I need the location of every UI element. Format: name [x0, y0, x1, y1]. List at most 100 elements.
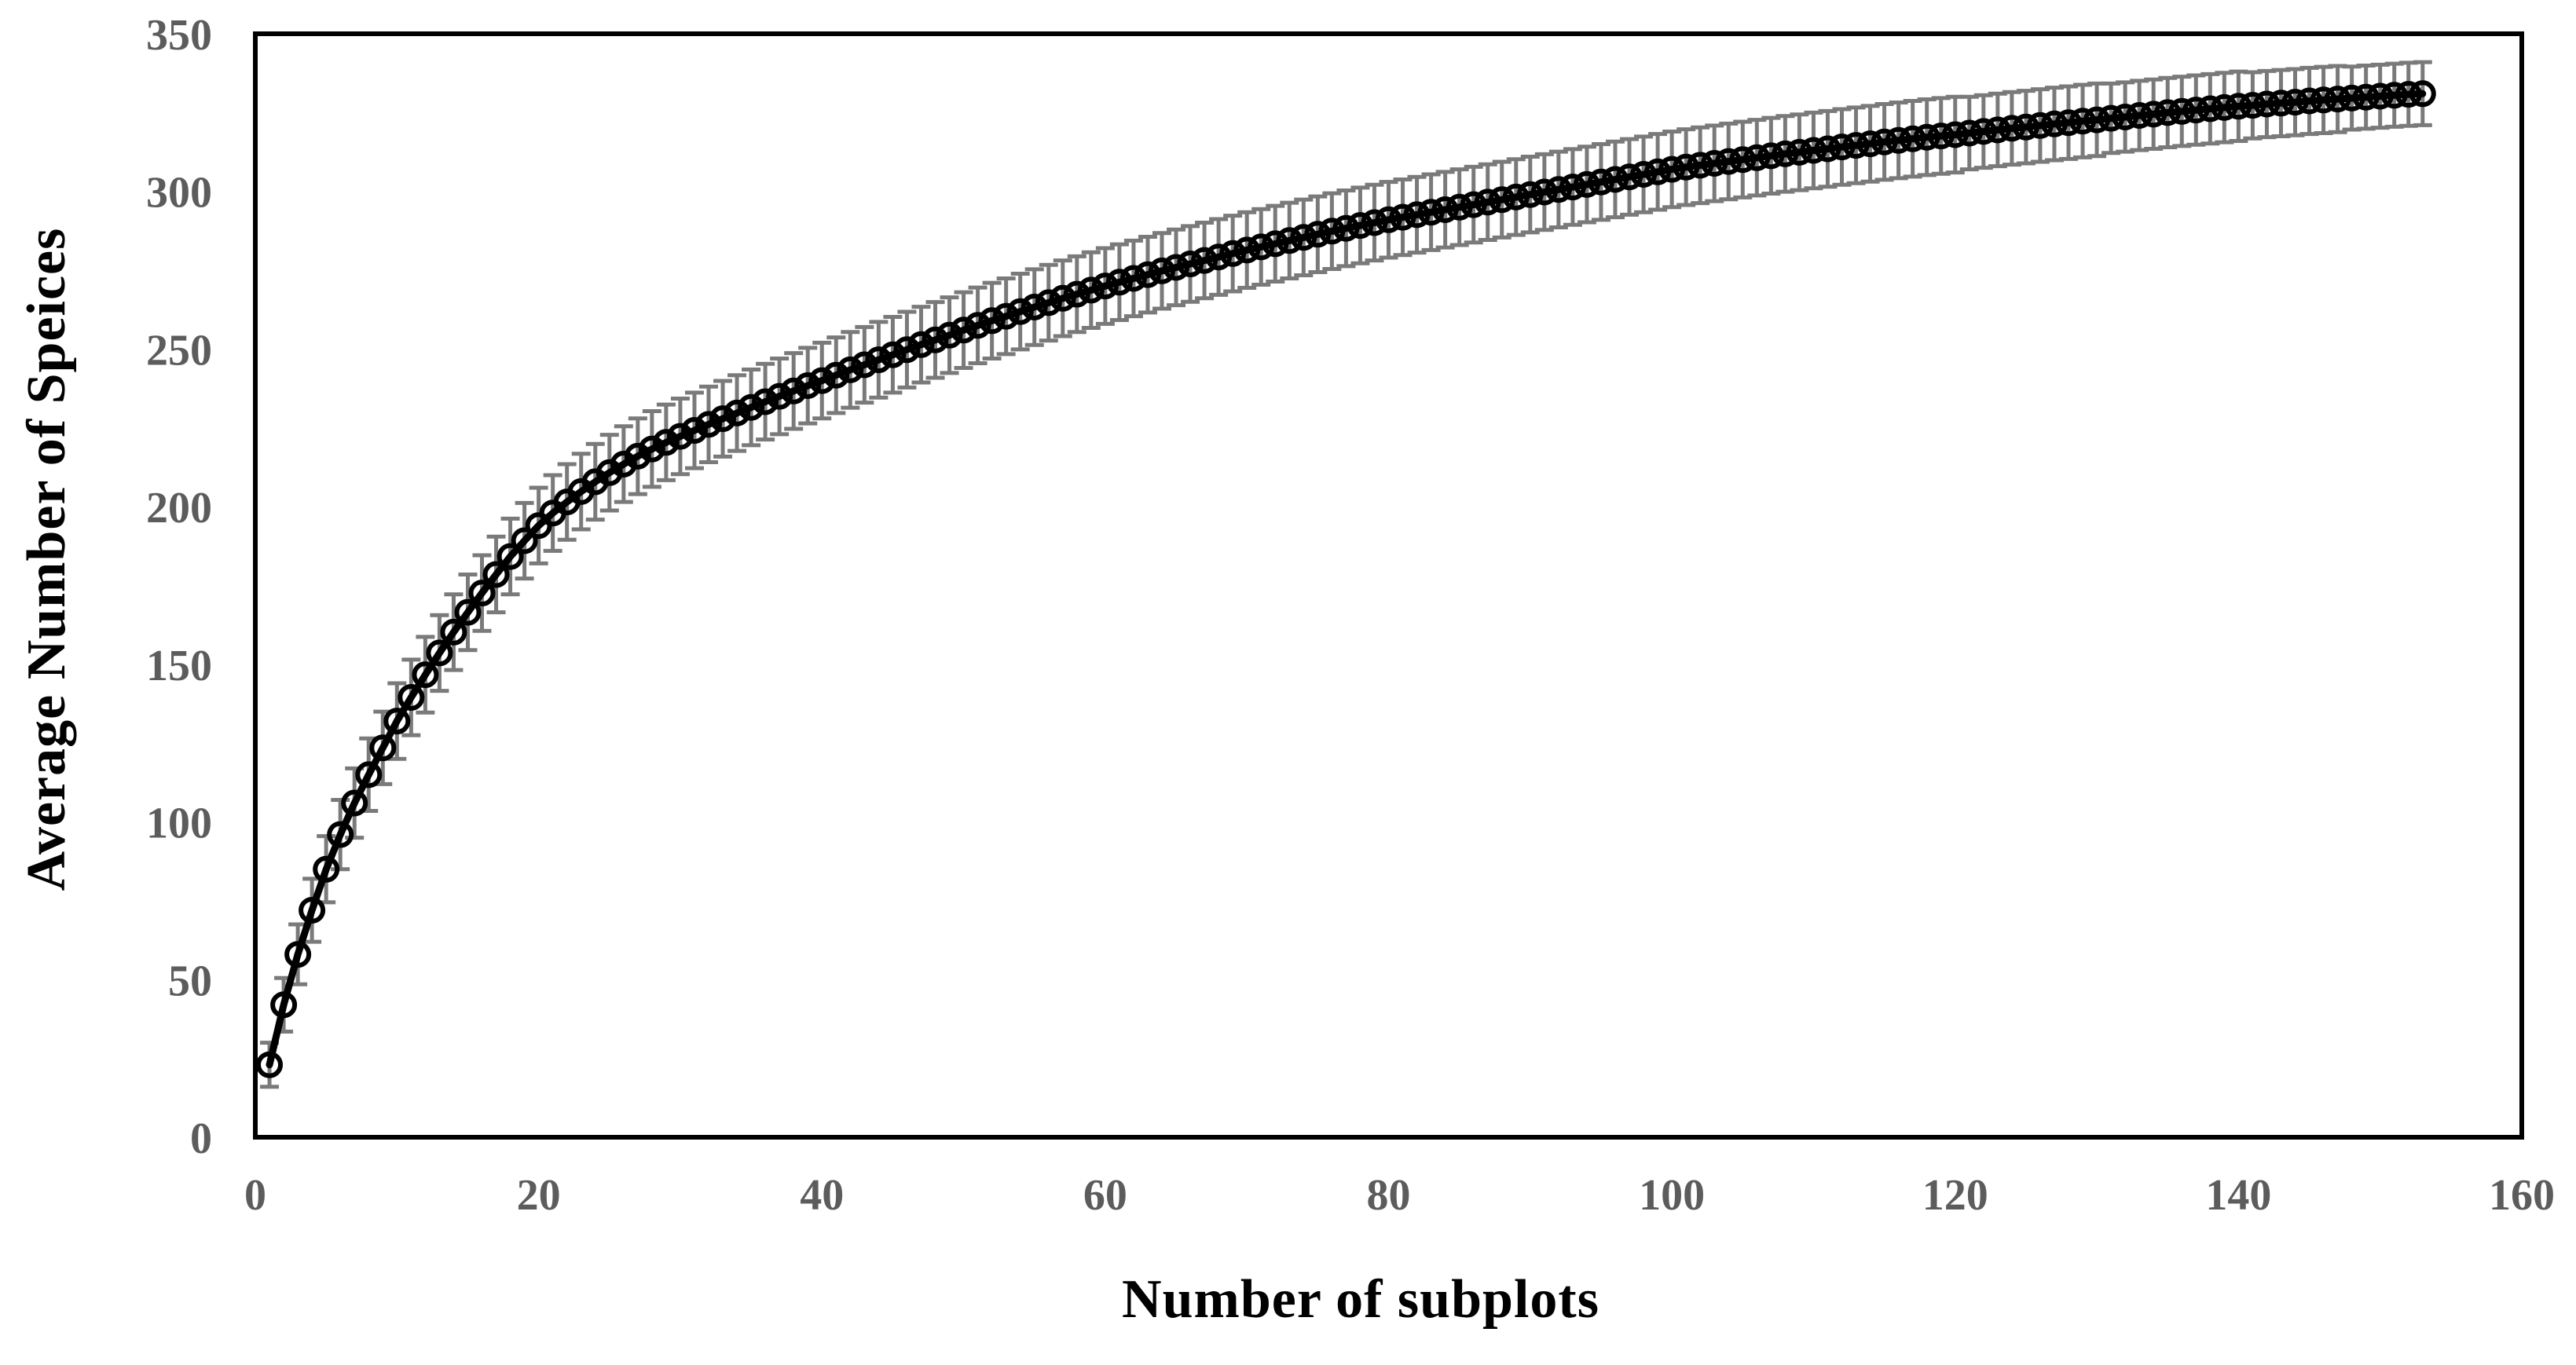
data-point-marker: [440, 618, 467, 646]
data-point-marker: [1842, 132, 1870, 159]
data-point-marker: [2281, 89, 2309, 116]
data-point-marker: [1063, 280, 1090, 308]
x-tick-label: 100: [1639, 1171, 1705, 1220]
data-point-marker: [1814, 135, 1841, 163]
data-point-marker: [2338, 84, 2365, 112]
data-point-marker: [1856, 130, 1884, 158]
data-point-marker: [2126, 102, 2153, 129]
data-point-marker: [1006, 298, 1034, 325]
data-point-marker: [1134, 261, 1161, 288]
data-point-marker: [398, 684, 425, 711]
data-point-marker: [1417, 199, 1445, 226]
data-point-marker: [468, 580, 496, 607]
data-point-marker: [482, 561, 510, 588]
data-point-marker: [1460, 191, 1487, 218]
data-point-marker: [1955, 119, 1983, 147]
data-point-marker: [2380, 82, 2408, 109]
data-point-marker: [412, 661, 439, 689]
data-point-marker: [1998, 115, 2025, 142]
data-point-marker: [1913, 123, 1940, 151]
y-tick-label: 100: [146, 800, 212, 848]
data-point-marker: [1290, 224, 1317, 251]
data-point-marker: [1602, 166, 1629, 193]
data-point-marker: [638, 435, 665, 463]
y-tick-label: 150: [146, 642, 212, 690]
data-point-marker: [313, 855, 340, 883]
data-point-marker: [1248, 233, 1275, 261]
data-point-marker: [256, 1051, 283, 1078]
data-point-marker: [1715, 148, 1742, 175]
data-point-marker: [1262, 230, 1289, 258]
data-point-marker: [1361, 209, 1388, 236]
data-point-marker: [922, 326, 949, 353]
data-point-marker: [837, 356, 864, 383]
y-tick-label: 50: [168, 957, 212, 1005]
data-point-marker: [652, 429, 680, 456]
data-point-marker: [2409, 80, 2436, 108]
data-point-marker: [1035, 289, 1062, 317]
x-tick-label: 60: [1083, 1171, 1127, 1220]
data-point-marker: [2253, 90, 2281, 118]
data-point-marker: [1091, 273, 1119, 300]
data-point-marker: [2168, 97, 2196, 125]
data-point-marker: [1219, 240, 1247, 267]
data-point-marker: [2182, 97, 2210, 124]
data-point-marker: [2352, 83, 2380, 111]
data-point-marker: [2395, 81, 2422, 108]
data-point-markers: [256, 80, 2436, 1078]
data-point-marker: [327, 821, 354, 848]
data-point-marker: [1729, 146, 1757, 174]
data-point-marker: [1658, 156, 1686, 183]
data-point-marker: [1899, 125, 1926, 152]
y-axis-title: Average Number of Speices: [16, 227, 77, 891]
data-point-marker: [1149, 257, 1175, 284]
data-point-marker: [1559, 174, 1586, 201]
data-point-marker: [1502, 183, 1530, 210]
data-point-marker: [610, 451, 637, 478]
data-point-marker: [808, 367, 836, 394]
data-point-marker: [1403, 201, 1431, 229]
data-point-marker: [950, 317, 977, 344]
data-point-marker: [936, 321, 963, 349]
x-axis-tick-labels: 0 20 40 60 80 100 120 140 160: [244, 1171, 2555, 1220]
data-point-marker: [1970, 118, 1997, 145]
data-point-marker: [907, 331, 935, 358]
data-point-marker: [1375, 206, 1402, 233]
data-point-marker: [1588, 168, 1614, 196]
y-tick-label: 350: [146, 11, 212, 60]
data-point-marker: [1516, 181, 1544, 208]
x-tick-label: 80: [1367, 1171, 1411, 1220]
data-point-marker: [1077, 276, 1105, 304]
data-point-marker: [2296, 87, 2323, 115]
y-axis-tick-labels: 0 50 100 150 200 250 300 350: [146, 11, 212, 1163]
data-point-marker: [299, 897, 326, 924]
data-point-marker: [1205, 243, 1233, 271]
data-point-marker: [341, 789, 368, 817]
data-point-marker: [1984, 116, 2011, 144]
data-point-marker: [1687, 152, 1714, 179]
data-point-marker: [355, 761, 383, 789]
data-point-marker: [624, 442, 651, 470]
data-point-marker: [695, 411, 722, 438]
data-point-marker: [752, 388, 779, 415]
data-point-marker: [1332, 214, 1360, 242]
x-tick-label: 140: [2205, 1171, 2271, 1220]
data-point-marker: [1644, 158, 1672, 185]
data-point-marker: [1347, 212, 1374, 240]
x-tick-label: 20: [517, 1171, 561, 1220]
y-tick-label: 250: [146, 326, 212, 375]
data-point-marker: [823, 361, 850, 389]
data-point-marker: [1276, 227, 1303, 254]
data-point-marker: [2098, 104, 2125, 132]
data-point-marker: [1630, 161, 1658, 188]
data-point-marker: [1573, 170, 1600, 198]
data-point-marker: [879, 341, 907, 368]
data-point-marker: [992, 302, 1020, 330]
data-point-marker: [2041, 110, 2068, 137]
data-point-marker: [709, 405, 736, 433]
data-point-marker: [766, 382, 793, 410]
data-point-marker: [1828, 134, 1856, 161]
data-point-marker: [2154, 99, 2182, 126]
x-tick-label: 0: [244, 1171, 266, 1220]
